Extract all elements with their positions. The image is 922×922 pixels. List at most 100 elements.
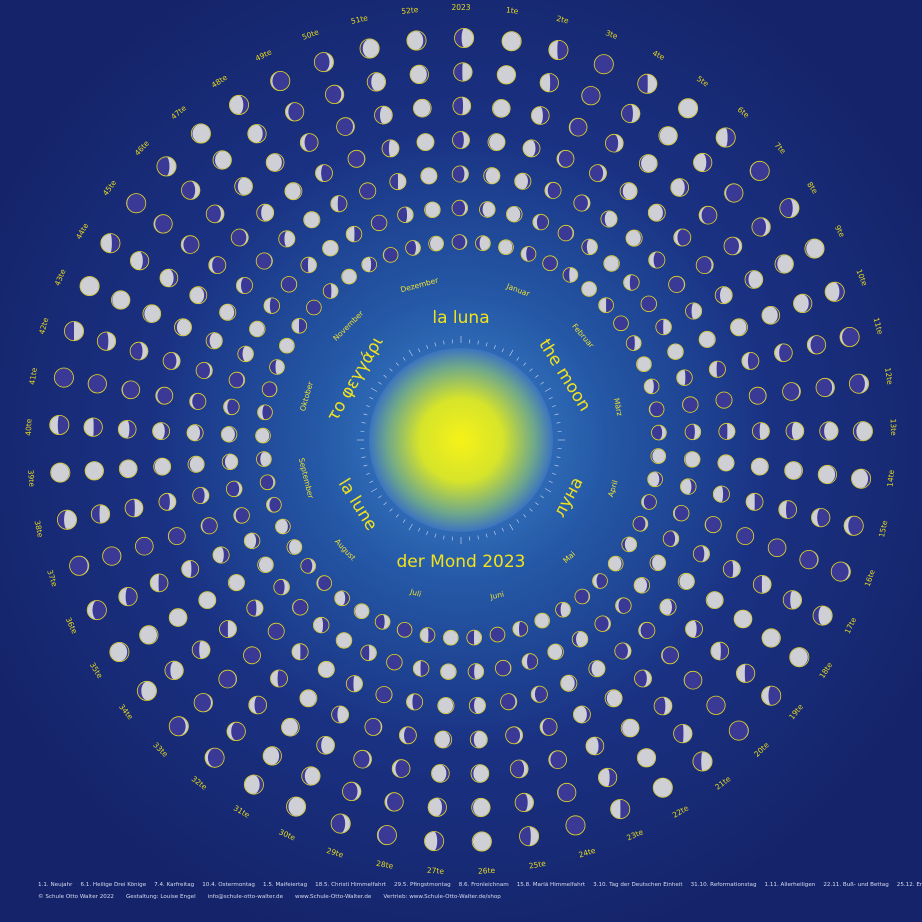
moon-disc: [683, 670, 703, 690]
moon-lit: [479, 236, 490, 251]
moon-lit: [634, 577, 647, 593]
moon-lit: [242, 346, 254, 362]
month-label: Juni: [488, 589, 504, 601]
moon-disc: [830, 561, 851, 582]
moon-lit: [825, 282, 840, 301]
moon-lit: [190, 287, 205, 304]
moon-lit: [413, 99, 431, 117]
moon-lit: [80, 276, 99, 296]
moon-lit: [648, 204, 663, 221]
moon-disc: [451, 199, 469, 217]
moon-lit: [549, 751, 558, 769]
moon-lit: [261, 204, 274, 221]
moon-lit: [407, 31, 424, 50]
sun-tick: [516, 519, 520, 523]
sun-tick: [493, 531, 496, 536]
moon-lit: [462, 63, 472, 81]
moon-lit: [586, 239, 597, 255]
moon-disc: [324, 84, 345, 105]
moon-lit: [529, 827, 539, 846]
moon-disc: [225, 480, 243, 498]
moon-lit: [292, 318, 300, 333]
moon-lit: [633, 336, 641, 351]
moon-lit: [616, 598, 624, 613]
moon-disc: [102, 546, 122, 566]
moon-lit: [106, 332, 116, 350]
holiday: 31.10. Reformationstag: [691, 882, 757, 888]
moon-lit: [258, 557, 273, 573]
moon-disc: [749, 160, 770, 181]
holiday-line: 1.1. Neujahr 6.1. Heilige Drei Könige 7.4.…: [38, 882, 922, 888]
moon-lit: [300, 690, 317, 707]
moon-disc: [556, 149, 575, 168]
moon-disc: [799, 549, 819, 570]
moon-disc: [376, 825, 397, 846]
moon-disc: [200, 517, 218, 535]
credit: Vertrieb: www.Schule-Otto-Walter.de/shop: [383, 894, 501, 900]
moon-lit: [335, 591, 346, 606]
moon-lit: [182, 560, 192, 578]
moon-disc: [451, 234, 468, 250]
moon-disc: [218, 669, 238, 689]
moon-lit: [263, 747, 280, 765]
moon-disc: [255, 252, 273, 270]
moon-lit: [844, 516, 854, 535]
moon-lit: [435, 731, 450, 748]
holiday: 25.12. Erster Weihnachtsfeiertag: [897, 882, 922, 888]
moon-disc: [280, 276, 298, 293]
moon-lit: [144, 305, 161, 323]
moon-disc: [228, 371, 246, 389]
moon-lit: [417, 134, 434, 151]
moon-lit: [353, 676, 363, 692]
moon-lit: [644, 379, 654, 394]
moon-lit: [141, 681, 157, 701]
moon-disc: [168, 716, 189, 737]
moon-lit: [515, 173, 528, 189]
moon-lit: [713, 486, 724, 502]
moon-lit: [392, 760, 402, 778]
moon-lit: [734, 610, 752, 628]
moon-lit: [275, 519, 288, 534]
moon-lit: [289, 540, 302, 554]
moon-disc: [384, 792, 404, 812]
moon-lit: [101, 234, 112, 253]
moon-lit: [709, 361, 718, 377]
moon-lit: [355, 604, 369, 619]
moon-disc: [661, 646, 679, 665]
moon-lit: [99, 505, 110, 523]
moon-lit: [576, 631, 588, 647]
week-label: 42te: [37, 316, 50, 335]
moon-disc: [259, 474, 276, 491]
holiday: 10.4. Ostermontag: [202, 882, 255, 888]
moon-lit: [139, 626, 158, 644]
moon-disc: [489, 626, 506, 643]
sun-tick: [443, 340, 445, 345]
moon-lit: [130, 251, 143, 270]
moon-lit: [443, 630, 458, 645]
moon-lit: [523, 140, 536, 157]
moon-disc: [336, 117, 355, 136]
moon-disc: [673, 505, 690, 522]
sun-tick: [383, 374, 387, 378]
moon-lit: [176, 319, 192, 336]
sun-tick: [426, 531, 429, 536]
week-label: 38te: [33, 520, 45, 539]
moon-disc: [594, 615, 611, 632]
sun-tick: [529, 368, 533, 372]
sun-tick: [493, 344, 496, 349]
moon-disc: [284, 102, 305, 122]
moon-lit: [134, 499, 143, 517]
sun-tick: [383, 502, 387, 506]
week-label: 15te: [877, 519, 889, 538]
moon-lit: [746, 493, 755, 510]
moon-lit: [658, 425, 666, 440]
moon-lit: [668, 344, 683, 360]
moon-lit: [270, 670, 279, 687]
moon-lit: [499, 240, 513, 255]
moon-lit: [150, 574, 160, 592]
moon-lit: [614, 134, 623, 152]
moon-lit: [751, 458, 768, 475]
moon-lit: [840, 562, 850, 581]
moon-lit: [533, 214, 541, 230]
layer: 2023 1te2te3te4te5te6te7te8te9te10te11te1…: [24, 3, 922, 900]
